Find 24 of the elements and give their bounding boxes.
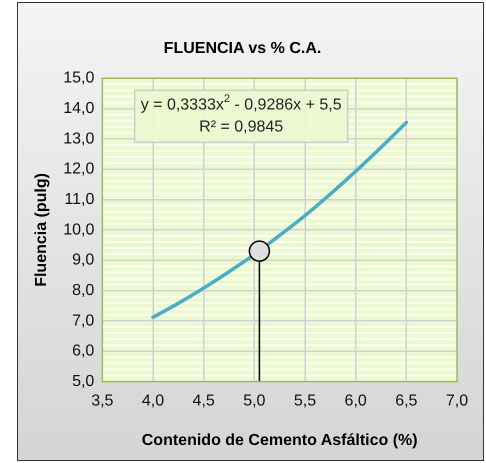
line-series [151,120,408,320]
x-axis-title: Contenido de Cemento Asfáltico (%) [142,432,418,449]
x-tick-label: 6,5 [395,392,418,410]
y-tick-label: 14,0 [63,100,94,117]
x-tick-label: 5,0 [243,392,266,410]
y-tick-label: 8,0 [72,282,94,299]
x-tick-label: 7,0 [446,392,468,410]
y-tick-label: 13,0 [63,130,94,148]
annotation: R² = 0,9845 [199,118,284,136]
x-tick-label: 6,0 [344,392,367,410]
x-tick-label: 5,5 [294,392,316,410]
y-tick-label: 7,0 [72,312,94,330]
y-tick-label: 6,0 [72,342,94,360]
y-tick-label: 12,0 [63,160,94,178]
y-tick-label: 9,0 [72,252,94,269]
y-tick-label: 5,0 [72,373,94,390]
x-tick-label: 4,5 [192,392,215,410]
chart-title: FLUENCIA vs % C.A. [164,40,322,58]
y-axis-title: Fluencia (pulg) [33,173,50,287]
y-tick-label: 11,0 [64,190,94,208]
y-tick-label: 10,0 [63,221,94,238]
x-tick-label: 4,0 [142,392,164,410]
x-tick-label: 3,5 [91,392,114,410]
y-tick-label: 15,0 [63,70,94,87]
